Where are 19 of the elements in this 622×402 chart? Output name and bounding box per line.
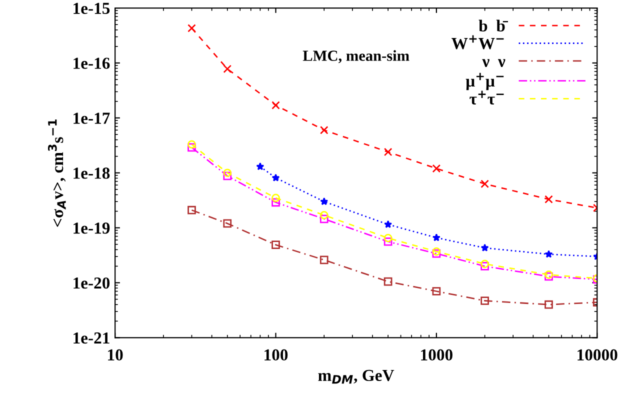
x-tick-label: 10000 xyxy=(578,349,618,361)
y-tick-label: 1e-20 xyxy=(74,277,110,289)
y-tick-label: 1e-18 xyxy=(74,168,110,179)
y-axis-title: <σ$_{A}$v>, cm$^{3}$s$^{−1}$ xyxy=(48,119,66,227)
legend-label: W$^{+}$W$^{−}$ xyxy=(452,35,504,50)
x-tick-label: 1000 xyxy=(421,349,452,361)
legend-label: b b̄ xyxy=(478,20,508,32)
legend-label: μ$^{+}$μ$^{−}$ xyxy=(466,72,504,90)
y-tick-label: 1e-21 xyxy=(74,332,110,344)
y-tick-label: 1e-16 xyxy=(74,58,110,69)
x-axis-title: m$_{DM}$, GeV xyxy=(318,370,394,384)
y-tick-label: 1e-19 xyxy=(74,222,110,234)
legend-label: τ$^{+}$τ$^{−}$ xyxy=(470,90,504,105)
x-tick-label: 10 xyxy=(108,349,123,361)
annotation: LMC, mean-sim xyxy=(302,50,410,64)
y-tick-label: 1e-15 xyxy=(74,2,110,14)
legend-label: ν ν xyxy=(482,59,506,67)
x-tick-label: 100 xyxy=(264,349,288,361)
y-tick-label: 1e-17 xyxy=(74,112,110,124)
